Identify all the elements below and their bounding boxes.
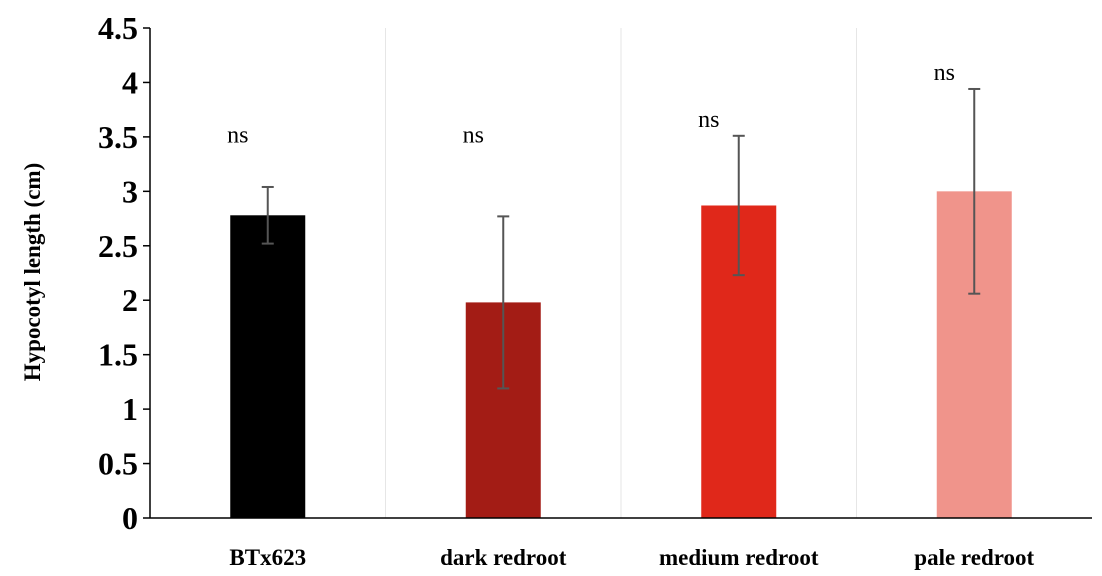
annotations: ns ns ns ns — [227, 60, 955, 148]
significance-label: ns — [934, 60, 955, 86]
gridlines — [385, 28, 857, 518]
significance-label: ns — [698, 107, 719, 133]
x-tick-labels: BTx623 dark redroot medium redroot pale red… — [229, 545, 1034, 570]
y-tick-label: 2.5 — [98, 228, 138, 264]
x-tick-label: medium redroot — [659, 545, 819, 570]
bar — [230, 215, 306, 519]
y-tick-label: 0.5 — [98, 446, 138, 482]
y-tick-label: 0 — [122, 500, 138, 536]
y-tick-label: 3 — [122, 173, 138, 209]
y-tick-label: 1.5 — [98, 337, 138, 373]
y-axis-label: Hypocotyl length (cm) — [20, 163, 45, 381]
significance-label: ns — [463, 122, 484, 148]
y-tick-label: 4 — [122, 64, 138, 100]
x-tick-label: dark redroot — [440, 545, 567, 570]
significance-label: ns — [227, 122, 248, 148]
error-bars — [261, 87, 981, 390]
x-tick-label: pale redroot — [914, 545, 1034, 570]
y-tick-label: 4.5 — [98, 10, 138, 46]
y-tick-label: 2 — [122, 282, 138, 318]
y-tick-labels: 0 0.5 1 1.5 2 2.5 3 3.5 4 4.5 — [98, 10, 150, 536]
x-tick-label: BTx623 — [229, 545, 306, 570]
y-tick-label: 1 — [122, 391, 138, 427]
y-tick-label: 3.5 — [98, 119, 138, 155]
